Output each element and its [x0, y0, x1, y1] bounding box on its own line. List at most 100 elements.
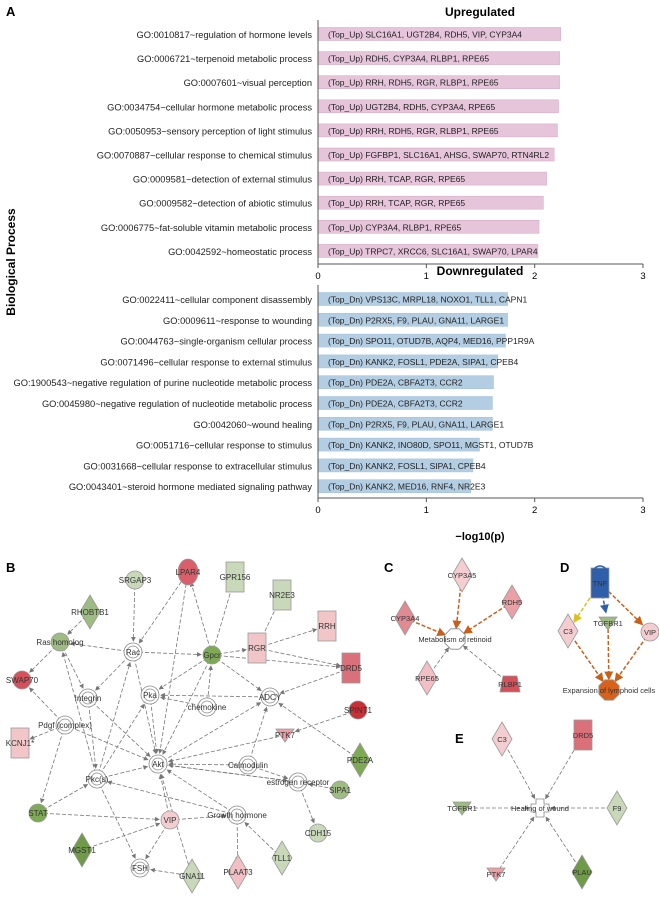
network-panel-c: CYP3A5 RDH5 CYP3A4 Metabolism of retinoid RP… — [391, 557, 523, 696]
network-edge — [604, 622, 614, 681]
node-shape — [71, 832, 93, 868]
node-shape — [125, 570, 145, 590]
network-node: C3 — [557, 613, 579, 649]
category-label: GO:0043401~steroid hormone mediated sign… — [69, 482, 313, 492]
node-shape — [130, 858, 150, 878]
network-edge — [106, 780, 238, 816]
node-shape — [263, 690, 277, 704]
category-label: GO:0010817~regulation of hormone levels — [137, 30, 313, 40]
network-node: ADCY — [259, 687, 282, 707]
network-node: Pdgf (complex) — [38, 715, 92, 735]
node-shape — [143, 688, 157, 702]
network-node: VIP — [640, 622, 659, 642]
network-node: SWAP70 — [6, 670, 39, 690]
y-axis-label: Biological Process — [4, 208, 18, 316]
network-node: DRD5 — [573, 719, 593, 751]
node-shape — [12, 670, 32, 690]
panel-label-c: C — [384, 560, 394, 575]
category-label: GO:0009582~detection of abiotic stimulus — [139, 199, 312, 209]
node-label: RHOBTB1 — [71, 608, 109, 617]
network-edge — [189, 581, 213, 656]
bar-label: (Top_Up) UGT2B4, RDH5, CYP3A4, RPE65 — [328, 102, 496, 112]
network-node: Healing of wound — [511, 798, 569, 818]
node-shape — [348, 700, 368, 720]
bar-label: (Top_Dn) VPS13C, MRPL18, NOXO1, TLL1, CA… — [328, 295, 527, 305]
network-node: TGFBR1 — [447, 801, 477, 816]
node-shape — [260, 687, 280, 707]
node-shape — [606, 790, 628, 826]
network-node: Ras homolog — [36, 632, 84, 652]
network-edge — [160, 692, 271, 698]
node-shape — [590, 567, 610, 599]
network-node: CDH15 — [305, 823, 332, 843]
category-label: GO:1900543~negative regulation of purine… — [14, 378, 313, 388]
category-label: GO:0007601~visual perception — [184, 78, 312, 88]
network-edge — [64, 724, 149, 761]
node-shape — [288, 772, 308, 792]
network-edge — [501, 738, 536, 800]
node-shape — [177, 558, 199, 586]
node-shape — [491, 721, 513, 757]
node-label: Pdgf (complex) — [38, 721, 92, 730]
network-node: PLAAT3 — [223, 854, 253, 890]
node-shape — [230, 808, 244, 822]
node-shape — [126, 645, 140, 659]
node-shape — [123, 642, 143, 662]
node-label: Metabolism of retinoid — [418, 635, 491, 644]
node-label: Pka — [143, 691, 157, 700]
panel-label-e: E — [455, 731, 464, 746]
node-shape — [499, 675, 521, 693]
network-node: RDH5 — [501, 584, 523, 620]
category-label: GO:0044763~single-organism cellular proc… — [121, 337, 313, 347]
network-edge — [308, 782, 341, 791]
node-shape — [241, 758, 255, 772]
network-node: SIPA1 — [329, 780, 352, 800]
network-edge — [211, 654, 341, 669]
node-label: PLAU — [572, 868, 592, 877]
node-shape — [272, 579, 292, 611]
network-edge — [87, 697, 98, 769]
network-node: SPINT1 — [344, 700, 373, 720]
node-shape — [573, 719, 593, 751]
node-shape — [530, 798, 550, 818]
bar-label: (Top_Dn) PDE2A, CBFA2T3, CCR2 — [328, 378, 463, 388]
category-label: GO:0006721~terpenoid metabolic process — [137, 54, 312, 64]
node-label: DRD5 — [340, 664, 362, 673]
network-node: NR2E3 — [269, 579, 295, 611]
network-node: chemokine — [188, 697, 227, 717]
node-shape — [349, 742, 371, 778]
panel-label-b: B — [6, 560, 15, 575]
x-tick-label: 0 — [315, 505, 320, 516]
network-edge — [40, 724, 66, 804]
network-edge — [61, 651, 98, 780]
node-label: Rac — [126, 648, 140, 657]
network-node: RHOBTB1 — [71, 594, 109, 630]
network-node: SRGAP3 — [119, 570, 152, 590]
bar-label: (Top_Dn) KANK2, FOSL1, PDE2A, SIPA1, CPE… — [328, 357, 519, 367]
node-label: RRH — [318, 622, 336, 631]
bar-label: (Top_Up) RDH5, CYP3A4, RLBP1, RPE65 — [328, 54, 489, 64]
network-node: TLL1 — [271, 840, 293, 876]
x-tick-label: 3 — [640, 271, 645, 282]
node-shape — [200, 700, 214, 714]
bar-label: (Top_Dn) SPO11, OTUD7B, AQP4, MED16, PPP… — [328, 336, 535, 346]
node-label: CYP3A5 — [448, 571, 477, 580]
node-label: RLBP1 — [498, 680, 522, 689]
bar-label: (Top_Up) RRH, RDH5, RGR, RLBP1, RPE65 — [328, 126, 499, 136]
network-node: Metabolism of retinoid — [418, 628, 492, 650]
network-edge — [96, 661, 132, 780]
bar-label: (Top_Up) RRH, TCAP, RGR, RPE65 — [328, 198, 465, 208]
network-edge — [495, 816, 535, 875]
network-node: PTK7 — [486, 867, 506, 882]
network-node: FSH — [130, 858, 150, 878]
node-label: Healing of wound — [511, 804, 569, 813]
category-label: GO:0009581~detection of external stimulu… — [133, 175, 312, 185]
network-node: F9 — [606, 790, 628, 826]
node-shape — [486, 867, 506, 882]
node-label: Expansion of lymphoid cells — [563, 686, 656, 695]
node-label: chemokine — [188, 703, 227, 712]
node-label: Akt — [152, 760, 164, 769]
node-label: PLAAT3 — [223, 868, 253, 877]
x-tick-label: 3 — [640, 505, 645, 516]
